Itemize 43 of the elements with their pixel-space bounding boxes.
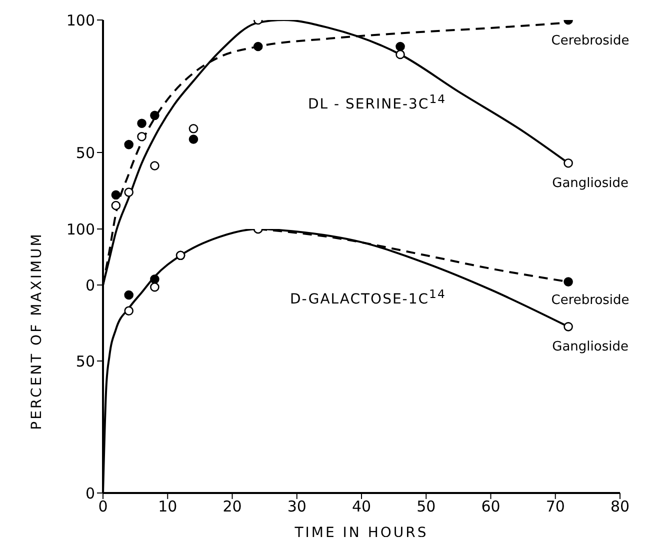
point: [564, 158, 573, 168]
point: [124, 188, 134, 197]
point: [253, 42, 263, 52]
y-tick-label: 100: [66, 11, 95, 30]
y-tick-label: 100: [66, 220, 95, 238]
x-tick-label: 60: [481, 498, 500, 516]
y-tick-label: 0: [85, 276, 95, 294]
y-tick-label: 50: [76, 352, 95, 370]
x-tick-label: 0: [98, 498, 108, 516]
x-tick-label: 40: [352, 498, 372, 516]
x-axis-title: TIME IN HOURS: [294, 525, 428, 541]
point: [150, 282, 160, 292]
point: [188, 134, 198, 144]
series-label: Ganglioside: [552, 176, 628, 192]
point: [396, 50, 405, 60]
point: [124, 140, 134, 150]
x-tick-label: 20: [222, 498, 242, 516]
point: [564, 322, 573, 332]
point: [396, 42, 405, 52]
x-tick-label: 80: [610, 498, 630, 516]
point: [111, 190, 121, 200]
annotation: D-GALACTOSE-1C$^{14}$: [290, 287, 446, 308]
x-tick-label: 30: [287, 498, 306, 516]
annotation: DL - SERINE-3C$^{14}$: [308, 92, 446, 113]
x-tick-label: 70: [546, 498, 565, 516]
point: [137, 118, 146, 128]
x-tick-label: 10: [158, 498, 178, 516]
series-label: Ganglioside: [552, 340, 628, 355]
point: [124, 290, 134, 300]
point: [564, 277, 573, 286]
y-axis-title: PERCENT OF MAXIMUM: [28, 232, 45, 430]
y-tick-label: 50: [76, 144, 95, 162]
point: [137, 132, 146, 142]
point: [150, 274, 160, 284]
point: [150, 110, 160, 120]
point: [124, 306, 134, 316]
point: [111, 200, 121, 210]
series-label: Cerebroside: [551, 292, 630, 308]
point: [188, 124, 198, 134]
point: [150, 161, 160, 170]
x-tick-label: 50: [416, 498, 436, 516]
y-tick-label: 0: [85, 484, 95, 502]
series-label: Cerebroside: [551, 34, 630, 49]
